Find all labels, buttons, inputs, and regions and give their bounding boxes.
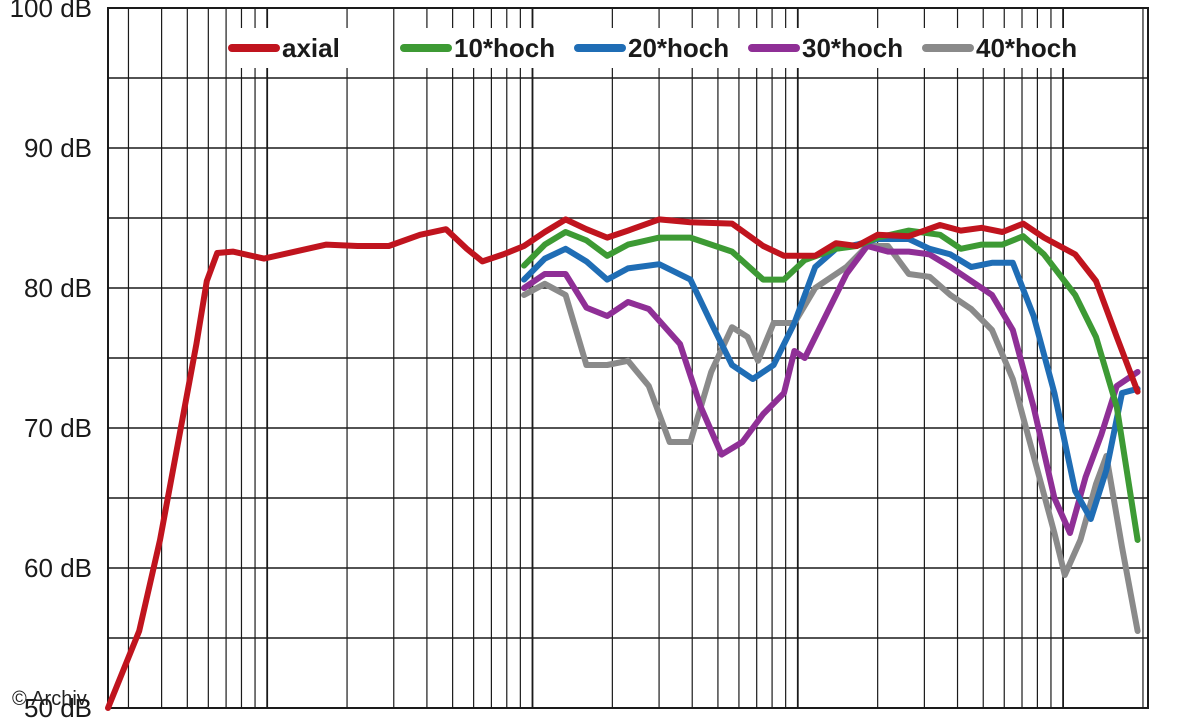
- y-axis-ticks: 100 dB 90 dB 80 dB 70 dB 60 dB 50 dB: [10, 0, 92, 720]
- y-tick-label: 100 dB: [10, 0, 92, 23]
- legend-label: 40*hoch: [976, 33, 1077, 63]
- legend-label: 30*hoch: [802, 33, 903, 63]
- legend-label: axial: [282, 33, 340, 63]
- series-line-axial: [105, 216, 1141, 711]
- y-tick-label: 50 dB: [24, 693, 92, 720]
- series-lines: [105, 216, 1141, 711]
- y-tick-label: 90 dB: [24, 133, 92, 163]
- legend-label: 20*hoch: [628, 33, 729, 63]
- series-line-40-hoch: [521, 243, 1141, 634]
- y-tick-label: 80 dB: [24, 273, 92, 303]
- series-line-30-hoch: [521, 243, 1141, 536]
- y-tick-label: 70 dB: [24, 413, 92, 443]
- legend-label: 10*hoch: [454, 33, 555, 63]
- legend: axial 10*hoch 20*hoch 30*hoch 40*hoch: [228, 28, 1094, 68]
- grid: [107, 7, 1149, 709]
- y-tick-label: 60 dB: [24, 553, 92, 583]
- credit-label: © Archiv: [12, 688, 87, 710]
